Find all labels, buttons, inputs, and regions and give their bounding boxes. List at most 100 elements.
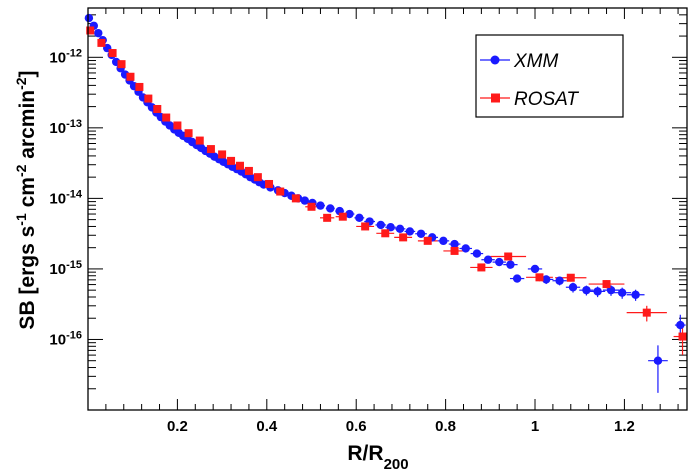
y-tick-label: 10-14 (49, 188, 82, 207)
xmm-point (541, 275, 551, 284)
rosat-point (307, 202, 316, 211)
rosat-point (86, 26, 95, 35)
y-axis-title-part: cm (16, 177, 39, 213)
rosat-point (642, 308, 651, 317)
xmm-point (631, 290, 640, 299)
y-tick-label: 10-12 (49, 47, 82, 66)
x-axis-title-base: R/R (347, 442, 383, 465)
xmm-point (495, 257, 504, 267)
rosat-point (399, 233, 408, 242)
rosat-point (173, 121, 182, 130)
xmm-point (84, 13, 94, 23)
xmm-point (653, 356, 663, 365)
xmm-point (582, 285, 591, 295)
y-tick-label: 10-16 (49, 329, 82, 348)
rosat-point (135, 82, 144, 91)
legend-xmm-marker (490, 55, 500, 65)
y-tick-base: 10 (49, 261, 66, 278)
y-axis-title-superscript: -2 (13, 164, 29, 177)
xmm-point (345, 209, 354, 219)
y-tick-exponent: -16 (66, 329, 82, 341)
legend-rosat-marker (491, 93, 500, 103)
xmm-point (676, 320, 685, 330)
xmm-point (617, 288, 627, 297)
rosat-point (423, 236, 432, 245)
y-tick-label: 10-15 (49, 259, 82, 278)
xmm-point (450, 239, 459, 249)
xmm-point (512, 274, 522, 283)
y-axis-title: SB [ergs s-1 cm-2 arcmin-2] (13, 70, 39, 329)
legend-box (475, 34, 624, 118)
x-tick-label: 0.6 (346, 418, 367, 435)
xmm-point (472, 249, 482, 258)
rosat-point (678, 332, 687, 341)
xmm-point (439, 236, 448, 246)
legend-xmm-label: XMM (513, 51, 559, 72)
xmm-point (593, 287, 602, 296)
x-tick-label: 0.4 (256, 418, 278, 435)
rosat-point (566, 273, 575, 282)
xmm-point (316, 201, 325, 210)
rosat-point (602, 280, 611, 289)
rosat-point (244, 166, 253, 175)
rosat-point (153, 104, 162, 113)
legend-rosat-label: ROSAT (514, 89, 579, 110)
rosat-point (535, 273, 544, 282)
legend: XMM ROSAT (475, 34, 624, 118)
xmm-point (326, 204, 335, 213)
rosat-point (144, 94, 153, 103)
rosat-point (381, 229, 390, 238)
rosat-point (162, 113, 171, 122)
y-axis-title-text: SB [ergs s-1 cm-2 arcmin-2] (13, 70, 39, 329)
y-tick-exponent: -12 (66, 47, 82, 59)
rosat-point (338, 212, 347, 221)
xmm-point (355, 213, 364, 223)
rosat-point (108, 49, 117, 58)
xmm-point (416, 229, 426, 238)
rosat-point (206, 145, 215, 154)
rosat-point (361, 222, 370, 231)
data-markers (84, 13, 687, 365)
y-axis-title-part: ] (16, 70, 39, 77)
y-tick-base: 10 (49, 331, 66, 348)
xmm-point (395, 224, 405, 234)
rosat-point (291, 194, 300, 203)
rosat-point (323, 213, 332, 222)
rosat-point (195, 136, 204, 145)
axis-ticks (88, 7, 687, 411)
x-tick-label: 0.2 (167, 418, 188, 435)
rosat-point (265, 179, 274, 188)
xmm-point (506, 260, 515, 269)
rosat-point (117, 60, 126, 69)
y-tick-label: 10-13 (49, 118, 82, 137)
y-axis-title-part: arcmin (16, 90, 39, 165)
xmm-point (300, 196, 310, 205)
rosat-point (504, 252, 513, 261)
x-axis-title-subscript: 200 (384, 456, 409, 470)
xmm-point (376, 220, 385, 230)
rosat-point (227, 156, 236, 165)
xmm-point (555, 276, 564, 285)
rosat-point (235, 161, 244, 170)
rosat-point (276, 187, 285, 196)
y-tick-base: 10 (49, 49, 66, 66)
y-tick-base: 10 (49, 120, 66, 137)
plot-frame (87, 7, 688, 411)
xmm-point (483, 255, 493, 264)
rosat-point (218, 150, 227, 159)
xmm-point (530, 264, 540, 274)
xmm-point (94, 28, 103, 38)
rosat-point (253, 173, 262, 182)
rosat-point (450, 246, 459, 255)
x-tick-label: 1.2 (614, 418, 635, 435)
rosat-point (477, 263, 486, 272)
y-axis-title-part: SB [ergs s (16, 226, 39, 330)
y-axis-title-superscript: -1 (13, 213, 29, 226)
xmm-point (405, 227, 415, 236)
xmm-point (461, 244, 470, 253)
x-axis-title: R/R200 (347, 442, 408, 470)
y-tick-base: 10 (49, 190, 66, 207)
x-tick-label: 1 (531, 418, 539, 435)
xmm-point (568, 283, 578, 292)
